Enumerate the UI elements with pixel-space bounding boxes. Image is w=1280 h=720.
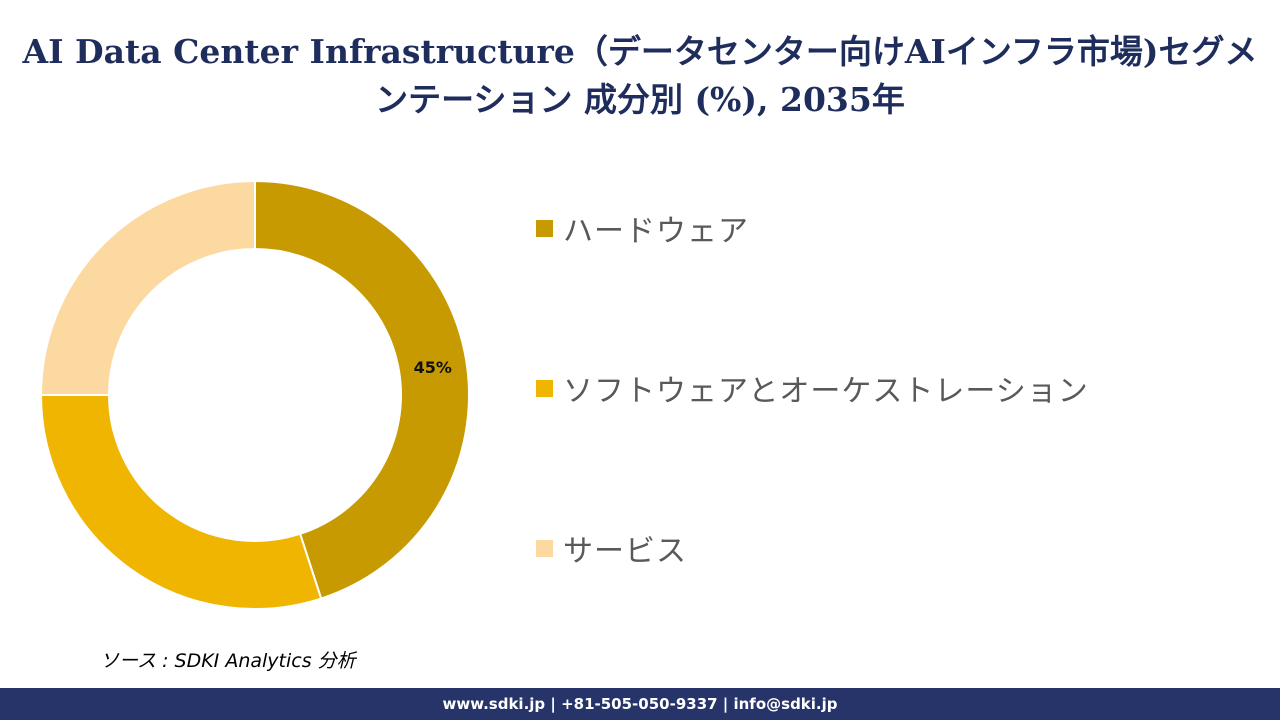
- legend-swatch-2: [536, 379, 553, 397]
- data-label-1: 45%: [414, 358, 452, 377]
- legend-label-3: サービス: [563, 534, 687, 569]
- legend-label-1: ハードウェア: [563, 214, 749, 249]
- legend-label-2: ソフトウェアとオーケストレーション: [563, 374, 1089, 409]
- source-note: ソース : SDKI Analytics 分析: [100, 650, 356, 672]
- chart-title: AI Data Center Infrastructure（データセンター向けA…: [22, 32, 1258, 119]
- legend-item-3: サービス: [536, 526, 687, 570]
- legend-swatch-3: [536, 539, 553, 557]
- donut-slice-1: [254, 179, 470, 600]
- chart-legend: ハードウェアソフトウェアとオーケストレーション サービス: [536, 0, 1256, 720]
- donut-slice-2: [39, 394, 323, 610]
- footer-bar: www.sdki.jp | +81-505-050-9337 | info@sd…: [0, 688, 1280, 720]
- donut-chart: 45%: [39, 179, 470, 610]
- donut-slice-3: [39, 179, 256, 396]
- legend-item-2: ソフトウェアとオーケストレーション: [536, 366, 1089, 410]
- footer-contact: www.sdki.jp | +81-505-050-9337 | info@sd…: [442, 695, 838, 713]
- legend-swatch-1: [536, 219, 553, 237]
- legend-item-1: ハードウェア: [536, 206, 749, 250]
